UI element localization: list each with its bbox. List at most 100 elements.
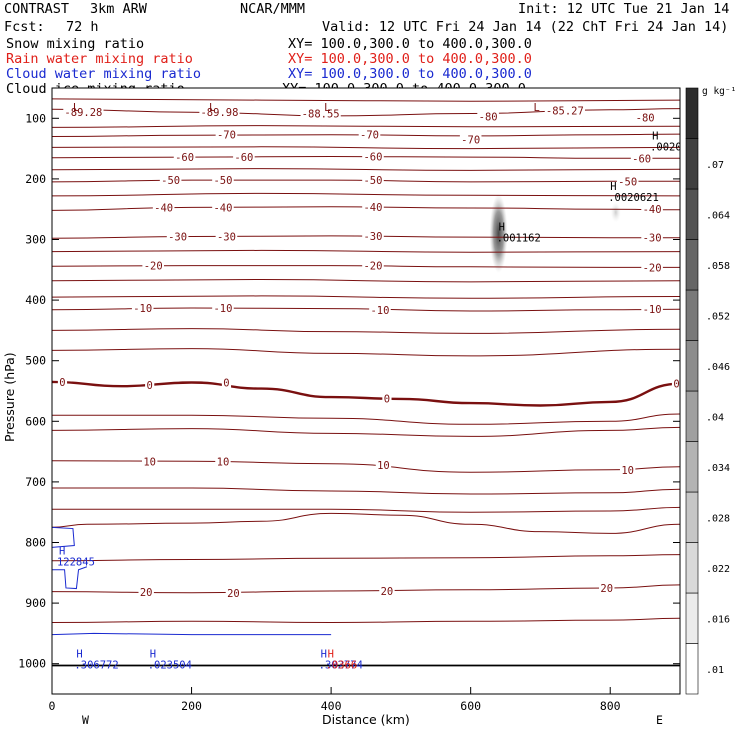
colorbar-unit: g kg⁻¹	[702, 86, 736, 97]
contour-label: -40	[363, 202, 382, 214]
contour-label-bg	[362, 259, 384, 272]
y-tick-label: 500	[25, 354, 46, 368]
y-tick-label: 1000	[18, 657, 46, 671]
contour-label: -88.55	[302, 108, 340, 120]
x-axis-title: Distance (km)	[322, 712, 410, 727]
contour-label: -50	[213, 175, 232, 187]
max-marker-value: .302774	[319, 660, 363, 672]
contour-label: 20	[140, 587, 153, 599]
colorbar-label: .046	[706, 362, 730, 373]
contour-line-7	[52, 295, 680, 299]
contour-label-bg	[233, 151, 255, 164]
contour-label-bg	[199, 106, 240, 119]
contour-label-bg	[358, 128, 381, 141]
x-east-label: E	[656, 713, 663, 727]
contour-label: 20	[600, 583, 613, 595]
colorbar-cell	[685, 340, 699, 392]
contour-label: -80	[636, 113, 655, 125]
contour-label-bg	[215, 230, 238, 243]
contour-label-bg	[152, 201, 175, 214]
contour-label-bg	[362, 174, 384, 187]
isobar-contours	[52, 98, 680, 624]
contour-label-bg	[671, 377, 680, 390]
contour-label-bg	[212, 174, 234, 187]
y-tick-label: 300	[25, 233, 46, 247]
contour-label: -60	[234, 152, 253, 164]
min-marker-l: L	[324, 102, 330, 114]
cloud-water-contour-surface	[52, 632, 332, 636]
contour-label-bg	[375, 458, 392, 471]
contour-label-bg	[382, 392, 392, 405]
colorbar-cell	[685, 138, 699, 190]
contour-label-bg	[131, 301, 154, 314]
colorbar-cell	[685, 491, 699, 543]
cloud-water-contour-lower	[52, 566, 88, 590]
contour-label: -30	[643, 233, 662, 245]
contour-label: 0	[673, 379, 679, 391]
contour-line-2	[52, 146, 680, 150]
contour-label: -30	[217, 231, 236, 243]
x-tick-label: 800	[600, 699, 621, 713]
contour-label-bg	[225, 586, 242, 599]
contour-line-14	[52, 512, 680, 534]
cloud-water-contour-upper	[52, 526, 75, 548]
x-tick-label: 400	[321, 699, 342, 713]
contour-label: -70	[360, 130, 379, 142]
contour--70	[52, 133, 680, 137]
contour-label: -89.98	[200, 107, 238, 119]
min-marker-l: L	[533, 102, 539, 114]
contour-label-bg	[141, 455, 158, 468]
colorbar-cell	[685, 390, 699, 442]
contour-label: 10	[143, 456, 156, 468]
contour-label: -40	[643, 204, 662, 216]
contour-line-12	[52, 487, 680, 495]
contour-label: 0	[223, 378, 229, 390]
max-marker-value: 122845	[57, 557, 95, 569]
colorbar-cell	[685, 643, 699, 695]
max-marker-value: .023504	[148, 660, 192, 672]
y-tick-label: 400	[25, 293, 46, 307]
max-marker-value: .0020621	[608, 192, 659, 204]
contour-label-bg	[369, 303, 391, 316]
contour-label: -30	[363, 231, 382, 243]
contour-label: -70	[217, 130, 236, 142]
max-marker-h: H	[59, 546, 65, 558]
contour-label-bg	[616, 175, 639, 188]
contour-label: 20	[227, 588, 240, 600]
contour-label: -80	[479, 111, 498, 123]
y-tick-label: 200	[25, 172, 46, 186]
contour-label: 0	[384, 393, 390, 405]
snow-maximum-shading	[489, 194, 508, 273]
x-tick-label: 600	[460, 699, 481, 713]
contour-label-bg	[159, 174, 182, 187]
contour-label-bg	[459, 133, 482, 146]
y-tick-label: 100	[25, 111, 46, 125]
contour-label: -10	[643, 304, 662, 316]
contour--30	[52, 235, 680, 239]
contour-label-bg	[362, 150, 384, 163]
y-tick-label: 700	[25, 475, 46, 489]
max-marker-value: .306772	[74, 660, 118, 672]
contour-label-bg	[212, 201, 234, 214]
contour-label: -50	[161, 175, 180, 187]
contour-line-10	[52, 413, 680, 425]
colorbar-label: .064	[706, 210, 730, 221]
contour-label-bg	[142, 259, 164, 272]
contour-labels: -89.28 -89.98 -88.55 -80 -85.27 -80 -70 -70 -70 -…	[57, 104, 680, 600]
contour-label-bg	[362, 229, 384, 242]
colorbar-cell	[685, 441, 699, 493]
contour-label-bg	[634, 111, 656, 124]
contour-label: -20	[643, 262, 662, 274]
contour-label-bg	[641, 261, 663, 274]
contour-label: -10	[133, 303, 152, 315]
contour-label: -50	[618, 176, 637, 188]
contour-line-1	[52, 125, 680, 128]
y-tick-label: 800	[25, 536, 46, 550]
contour-label-bg	[362, 200, 384, 213]
colorbar-cell	[685, 239, 699, 291]
legend-rain-xy: XY= 100.0,300.0 to 400.0,300.0	[288, 51, 532, 67]
contour-label-bg	[215, 455, 231, 468]
plot-content: -89.28 -89.98 -88.55 -80 -85.27 -80 -70 -70 -70 -…	[52, 98, 680, 672]
contour-line-6	[52, 278, 680, 283]
